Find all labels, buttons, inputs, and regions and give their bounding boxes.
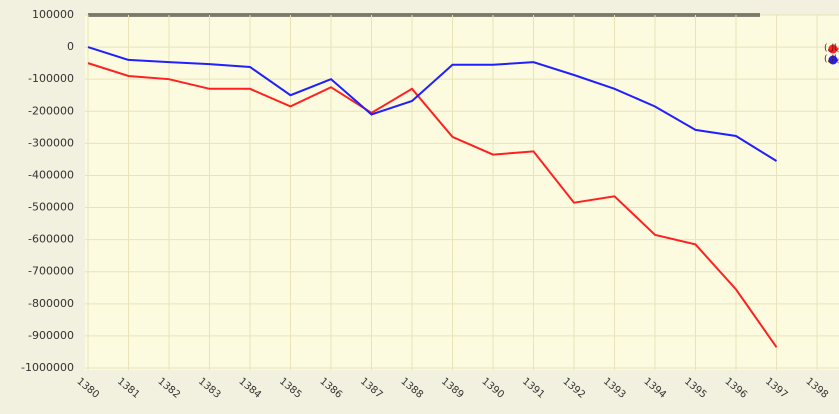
y-tick-label: -900000 bbox=[28, 329, 74, 342]
x-tick-label: 1389 bbox=[439, 376, 466, 401]
y-tick-label: -400000 bbox=[28, 168, 74, 181]
legend: تراز عملیاتی (میلیارد ریال)تراز عملیاتی … bbox=[824, 44, 839, 65]
x-tick-label: 1396 bbox=[722, 376, 749, 401]
legend-label: تراز عملیاتی و سرمایه‌ای (میلیارد ریال) bbox=[824, 55, 839, 65]
y-tick-label: -600000 bbox=[28, 233, 74, 246]
x-tick-label: 1385 bbox=[277, 376, 304, 401]
x-tick-label: 1383 bbox=[196, 376, 223, 401]
x-tick-label: 1382 bbox=[155, 376, 182, 401]
y-tick-label: -100000 bbox=[28, 72, 74, 85]
y-tick-label: -800000 bbox=[28, 297, 74, 310]
y-tick-label: 100000 bbox=[32, 8, 74, 21]
chart: 1380 1381 1382 1383 1384 1385 1386 1387 1388 1389… bbox=[0, 0, 839, 414]
x-tick-label: 1398 bbox=[803, 376, 830, 401]
y-tick-label: 0 bbox=[67, 40, 74, 53]
x-tick-label: 1394 bbox=[641, 376, 668, 401]
x-tick-label: 1390 bbox=[479, 376, 506, 401]
plot-area bbox=[85, 15, 839, 370]
x-tick-label: 1381 bbox=[115, 376, 142, 401]
x-tick-label: 1393 bbox=[601, 376, 628, 401]
x-tick-label: 1386 bbox=[317, 376, 344, 401]
y-tick-label: -500000 bbox=[28, 201, 74, 214]
x-tick-label: 1387 bbox=[358, 376, 385, 401]
y-tick-label: -300000 bbox=[28, 136, 74, 149]
x-tick-label: 1384 bbox=[236, 376, 263, 401]
x-tick-label: 1397 bbox=[763, 376, 790, 401]
x-tick-label: 1388 bbox=[398, 376, 425, 401]
legend-label: تراز عملیاتی (میلیارد ریال) bbox=[824, 44, 839, 54]
x-tick-label: 1391 bbox=[520, 376, 547, 401]
x-tick-label: 1380 bbox=[74, 376, 101, 401]
y-tick-label: -200000 bbox=[28, 104, 74, 117]
x-tick-label: 1392 bbox=[560, 376, 587, 401]
y-tick-label: -1000000 bbox=[21, 361, 74, 374]
y-tick-label: -700000 bbox=[28, 265, 74, 278]
x-tick-label: 1395 bbox=[682, 376, 709, 401]
